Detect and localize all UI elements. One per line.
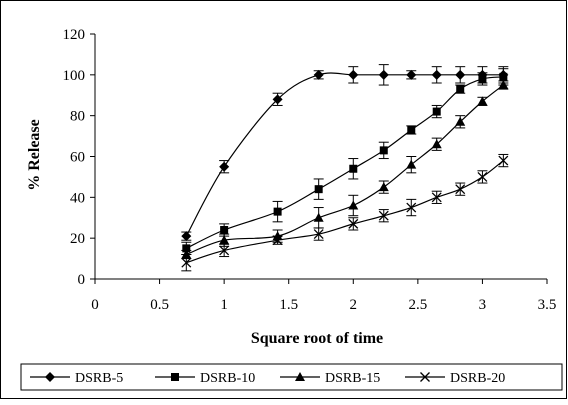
legend-item-dsrb-15: DSRB-15: [280, 371, 380, 386]
data-point: [219, 235, 230, 245]
data-point: [378, 210, 389, 221]
data-point: [348, 69, 359, 80]
axes: 0 20 40 60 80 100 120 0 0.5 1 1.5 2 2.5 3 3.5: [63, 27, 557, 313]
legend-marker: [45, 372, 55, 382]
series-dsrb-10: [181, 68, 509, 255]
marker-stroke: [272, 235, 283, 246]
data-point: [406, 202, 417, 213]
data-point: [477, 96, 488, 106]
legend-label: DSRB-10: [200, 371, 255, 386]
legend-item-dsrb-20: DSRB-20: [405, 371, 505, 386]
marker-stroke: [219, 245, 230, 256]
data-point: [406, 159, 417, 169]
data-point: [272, 94, 283, 105]
legend-marker: [420, 372, 430, 382]
legend: DSRB-5 DSRB-10 DSRB-15 DSRB-20: [20, 363, 563, 391]
data-point: [181, 231, 192, 242]
data-point: [348, 218, 359, 229]
y-tick-label: 60: [70, 150, 85, 166]
legend-item-dsrb-10: DSRB-10: [155, 371, 255, 386]
y-tick-label: 20: [70, 231, 85, 247]
x-tick-label: 2: [350, 297, 358, 313]
data-point: [219, 161, 230, 172]
marker-stroke: [406, 202, 417, 213]
y-tick-label: 40: [70, 190, 85, 206]
legend-marker: [171, 373, 179, 381]
data-point: [455, 69, 466, 80]
marker-stroke: [477, 171, 488, 182]
x-tick-label: 3: [479, 297, 487, 313]
y-tick-label: 120: [63, 27, 86, 43]
data-point: [456, 85, 465, 94]
data-point: [220, 226, 229, 234]
data-point: [181, 257, 192, 268]
data-point: [272, 235, 283, 246]
legend-item-dsrb-5: DSRB-5: [30, 371, 123, 386]
data-point: [313, 212, 324, 222]
data-point: [406, 69, 417, 80]
data-point: [182, 244, 191, 253]
marker-stroke: [420, 372, 430, 382]
marker-stroke: [498, 155, 509, 166]
data-point: [314, 185, 323, 194]
marker-stroke: [455, 184, 466, 195]
data-point: [499, 72, 508, 81]
data-point: [219, 245, 230, 256]
data-point: [478, 74, 487, 83]
x-tick-label: 0: [91, 297, 99, 313]
marker-stroke: [378, 210, 389, 221]
x-tick-label: 3.5: [538, 297, 557, 313]
data-point: [431, 192, 442, 203]
x-axis-title: Square root of time: [251, 330, 383, 347]
series-dsrb-15: [181, 80, 509, 260]
data-point: [379, 146, 388, 155]
data-point: [432, 107, 441, 116]
x-tick-label: 2.5: [408, 297, 427, 313]
series-layer: [181, 64, 509, 272]
data-point: [431, 69, 442, 80]
data-point: [348, 200, 359, 210]
x-tick-label: 0.5: [150, 297, 169, 313]
legend-label: DSRB-15: [325, 371, 380, 386]
data-point: [313, 69, 324, 80]
data-point: [313, 229, 324, 240]
data-point: [378, 182, 389, 192]
marker-stroke: [431, 192, 442, 203]
data-point: [407, 125, 416, 134]
legend-marker: [295, 372, 305, 381]
marker-stroke: [181, 257, 192, 268]
data-point: [378, 69, 389, 80]
y-axis-title: % Release: [26, 119, 43, 191]
y-tick-label: 80: [70, 109, 85, 125]
data-point: [455, 116, 466, 126]
y-tick-label: 100: [63, 68, 86, 84]
data-point: [349, 164, 358, 173]
data-point: [498, 155, 509, 166]
data-point: [477, 171, 488, 182]
x-tick-label: 1: [220, 297, 228, 313]
legend-label: DSRB-20: [450, 371, 505, 386]
marker-stroke: [348, 218, 359, 229]
data-point: [455, 184, 466, 195]
legend-box: [20, 363, 563, 391]
marker-stroke: [313, 229, 324, 240]
data-point: [498, 80, 509, 90]
legend-label: DSRB-5: [75, 371, 123, 386]
data-point: [431, 139, 442, 149]
series-dsrb-20: [181, 153, 509, 272]
data-point: [273, 207, 282, 216]
y-tick-label: 0: [78, 272, 86, 288]
x-tick-label: 1.5: [279, 297, 298, 313]
